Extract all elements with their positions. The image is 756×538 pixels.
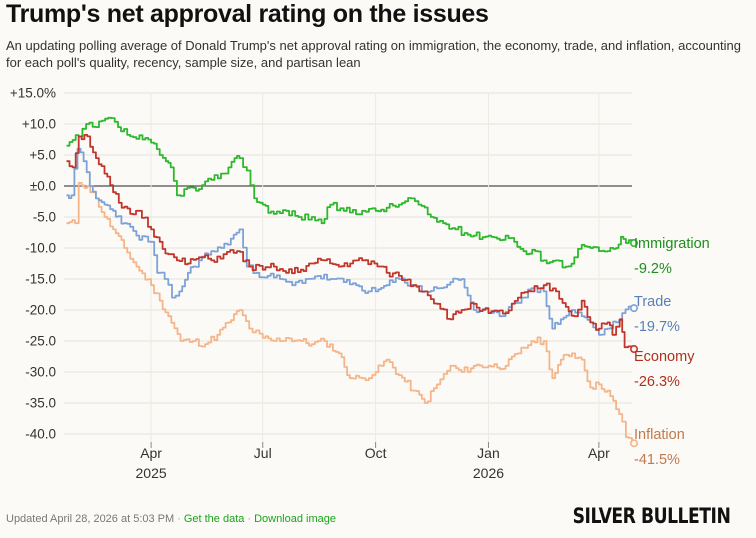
x-tick-label: Jan (477, 445, 500, 461)
series-line-economy (66, 134, 633, 350)
y-tick-label: -10.0 (25, 241, 56, 256)
series-value-economy: -26.3% (634, 374, 680, 390)
brand-logo: SILVER BULLETIN (572, 504, 730, 528)
series-label-immigration: Immigration (634, 236, 710, 252)
y-tick-label: -15.0 (25, 272, 56, 287)
y-tick-label: +15.0% (10, 86, 56, 101)
series-line-inflation (66, 182, 633, 444)
footer-separator: · (177, 513, 181, 525)
y-tick-label: -5.0 (33, 210, 56, 225)
get-data-link[interactable]: Get the data (183, 513, 245, 525)
y-tick-label: -40.0 (25, 427, 56, 442)
y-tick-label: ±0.0 (30, 179, 56, 194)
updated-timestamp: Updated April 28, 2026 at 5:03 PM (6, 513, 175, 525)
series-end-marker-immigration (629, 239, 638, 248)
x-tick-label: Apr (588, 445, 610, 461)
series-value-inflation: -41.5% (634, 452, 680, 468)
series-value-trade: -19.7% (634, 319, 680, 335)
series-value-immigration: -9.2% (634, 261, 672, 277)
y-tick-label: -20.0 (25, 303, 56, 318)
x-tick-label: Oct (365, 445, 387, 461)
x-tick-year-label: 2025 (136, 465, 167, 481)
y-tick-label: +5.0 (29, 148, 56, 163)
x-tick-year-label: 2026 (473, 465, 504, 481)
y-tick-label: -35.0 (25, 396, 56, 411)
chart-title: Trump's net approval rating on the issue… (6, 0, 489, 28)
series-label-economy: Economy (634, 349, 695, 365)
series-line-immigration (66, 116, 633, 269)
line-chart: +15.0% +10.0 +5.0 ±0.0 -5.0 -10.0 -15.0 -20.0 -2… (10, 86, 710, 482)
y-tick-label: -25.0 (25, 334, 56, 349)
x-tick-label: Apr (140, 445, 162, 461)
footer-separator: · (247, 513, 252, 525)
series-label-inflation: Inflation (634, 427, 685, 443)
download-image-link[interactable]: Download image (254, 513, 336, 525)
y-tick-label: -30.0 (25, 365, 56, 380)
series-label-trade: Trade (634, 294, 671, 310)
chart-subtitle: An updating polling average of Donald Tr… (6, 38, 742, 70)
x-tick-label: Jul (254, 445, 272, 461)
series-end-marker-trade (629, 304, 638, 313)
series-end-marker-economy (629, 345, 638, 354)
footer: Updated April 28, 2026 at 5:03 PM · Get th… (6, 513, 336, 525)
y-tick-label: +10.0 (22, 117, 56, 132)
series-end-marker-inflation (629, 439, 638, 448)
